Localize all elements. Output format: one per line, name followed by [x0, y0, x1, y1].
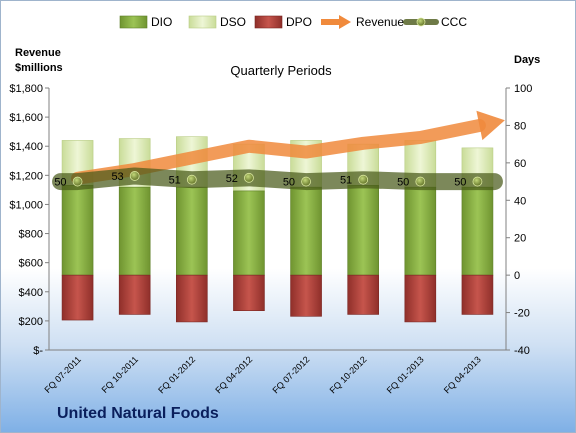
- dpo-bar: [118, 274, 151, 315]
- ccc-line: [52, 167, 503, 191]
- left-tick-label: $-: [33, 345, 43, 357]
- dio-bar: [61, 185, 94, 276]
- right-tick-label: 100: [514, 83, 532, 95]
- left-tick-label: $1,600: [9, 112, 43, 124]
- left-tick-label: $600: [19, 258, 43, 270]
- left-tick-label: $200: [19, 316, 43, 328]
- dpo-bar: [347, 274, 379, 315]
- x-category-label: FQ 04-2012: [213, 354, 254, 395]
- left-tick-label: $1,200: [9, 170, 43, 182]
- right-tick-label: -40: [514, 345, 530, 357]
- left-tick-label: $1,400: [9, 141, 43, 153]
- right-tick-label: 0: [514, 270, 520, 282]
- dio-bar: [347, 185, 379, 276]
- ccc-data-label: 50: [397, 177, 409, 189]
- ccc-data-label: 53: [111, 171, 123, 183]
- x-category-label: FQ 01-2013: [385, 354, 426, 395]
- dio-bar: [290, 186, 322, 276]
- right-tick-label: 20: [514, 233, 526, 245]
- ccc-point: [244, 172, 254, 183]
- dso-legend-swatch: [188, 15, 217, 29]
- ccc-data-label: 50: [454, 177, 466, 189]
- dio-legend-label: DIO: [151, 15, 172, 29]
- dio-bar: [404, 186, 437, 276]
- ccc-point: [129, 171, 140, 181]
- ccc-point: [415, 176, 426, 187]
- left-tick-label: $400: [19, 287, 43, 299]
- left-axis-title-line1: Revenue: [15, 47, 61, 59]
- x-category-label: FQ 10-2012: [328, 354, 369, 395]
- revenue-legend-arrowhead: [339, 15, 351, 29]
- ccc-data-label: 51: [340, 175, 352, 187]
- dpo-bar: [461, 274, 494, 315]
- dpo-bar: [404, 274, 437, 323]
- x-category-label: FQ 01-2012: [156, 354, 197, 395]
- company-name: United Natural Foods: [57, 405, 219, 422]
- ccc-legend-label: CCC: [441, 15, 467, 29]
- ccc-point: [301, 176, 311, 187]
- right-tick-label: 80: [514, 120, 526, 132]
- dpo-bar: [176, 274, 208, 323]
- ccc-data-label: 50: [283, 177, 295, 189]
- left-tick-label: $1,800: [9, 83, 43, 95]
- dio-bar: [233, 190, 265, 276]
- ccc-data-label: 52: [226, 173, 238, 185]
- dpo-bar: [233, 274, 265, 311]
- revenue-arrowhead: [476, 110, 505, 141]
- revenue-legend-label: Revenue: [356, 15, 404, 29]
- ccc-legend-marker: [416, 17, 426, 27]
- right-axis-title: Days: [514, 54, 540, 66]
- chart-title: Quarterly Periods: [230, 63, 332, 78]
- ccc-point: [72, 176, 83, 187]
- dpo-legend-label: DPO: [286, 15, 312, 29]
- right-tick-label: 40: [514, 195, 526, 207]
- ccc-data-label: 51: [169, 175, 181, 187]
- dio-bar: [118, 186, 151, 276]
- dpo-bar: [290, 274, 322, 317]
- left-axis-title-line2: $millions: [15, 62, 63, 74]
- dio-legend-swatch: [119, 15, 148, 29]
- ccc-point: [472, 176, 483, 187]
- left-tick-label: $1,000: [9, 199, 43, 211]
- ccc-data-label: 50: [54, 177, 66, 189]
- x-category-label: FQ 07-2012: [270, 354, 311, 395]
- dso-legend-label: DSO: [220, 15, 246, 29]
- x-category-label: FQ 07-2011: [42, 354, 83, 395]
- revenue-line: [71, 118, 486, 185]
- x-category-label: FQ 10-2011: [100, 354, 141, 395]
- x-category-label: FQ 04-2013: [442, 354, 483, 395]
- left-tick-label: $800: [19, 229, 43, 241]
- dpo-bar: [61, 274, 94, 321]
- dio-bar: [176, 186, 208, 276]
- right-tick-label: -20: [514, 308, 530, 320]
- ccc-point: [358, 174, 369, 185]
- dpo-legend-swatch: [254, 15, 283, 29]
- right-tick-label: 60: [514, 158, 526, 170]
- dio-bar: [461, 186, 494, 276]
- ccc-point: [186, 174, 197, 185]
